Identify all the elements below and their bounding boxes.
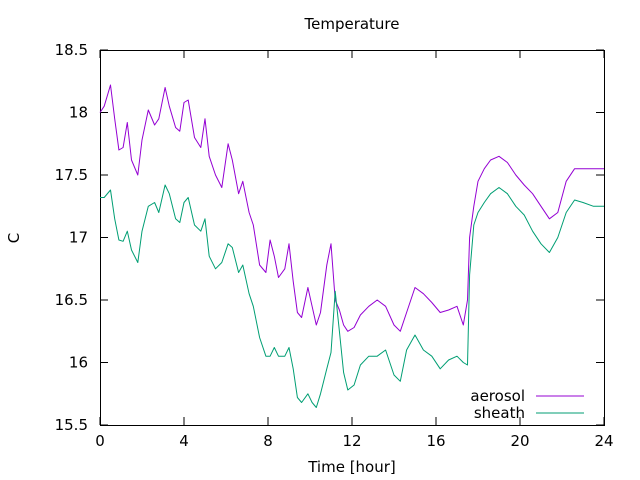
x-axis: 0 4 8 12 16 20 24: [95, 50, 614, 450]
chart-title: Temperature: [303, 15, 399, 33]
y-tick-label: 18: [69, 104, 88, 122]
y-tick-label: 15.5: [55, 416, 88, 434]
y-tick-label: 16: [69, 354, 88, 372]
y-tick-label: 17: [69, 229, 88, 247]
plot-frame: [100, 50, 605, 426]
series-lines: [99, 84, 604, 408]
y-tick-label: 16.5: [55, 291, 88, 309]
legend-label-aerosol: aerosol: [470, 387, 525, 405]
legend-label-sheath: sheath: [474, 404, 525, 422]
x-tick-label: 12: [342, 432, 361, 450]
y-tick-label: 18.5: [55, 41, 88, 59]
x-tick-label: 8: [263, 432, 273, 450]
x-axis-label: Time [hour]: [307, 458, 396, 476]
y-axis: 15.5 16 16.5 17 17.5 18 18.5: [55, 41, 604, 434]
x-tick-label: 16: [426, 432, 445, 450]
x-tick-label: 24: [594, 432, 613, 450]
y-axis-label: C: [5, 233, 23, 243]
series-line-sheath: [100, 184, 604, 408]
series-line-aerosol: [99, 84, 604, 332]
x-tick-label: 4: [179, 432, 189, 450]
x-tick-label: 20: [510, 432, 529, 450]
x-tick-label: 0: [95, 432, 105, 450]
y-tick-label: 17.5: [55, 166, 88, 184]
